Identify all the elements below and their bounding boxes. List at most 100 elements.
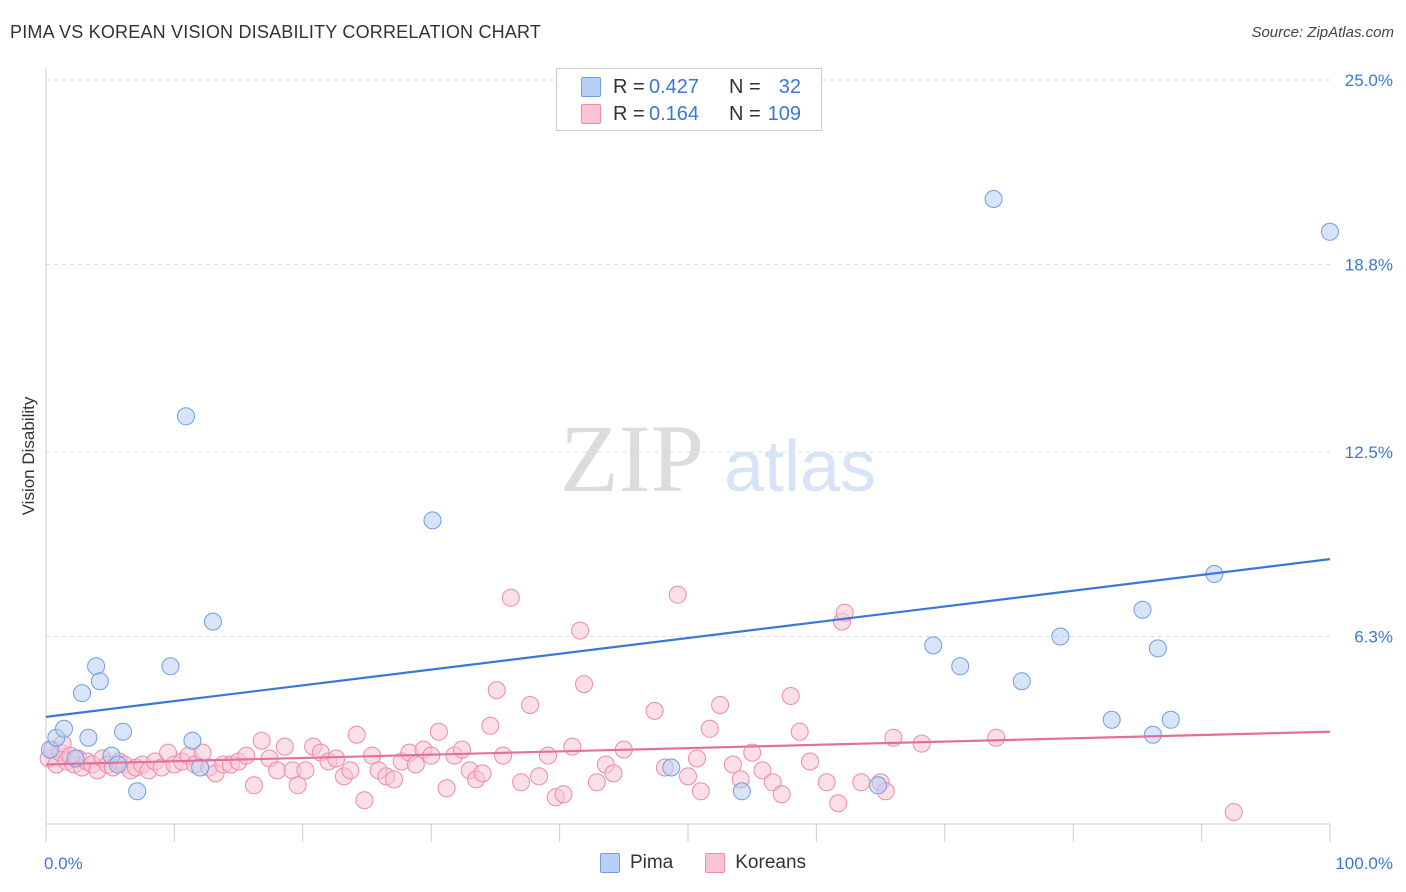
koreans-point: [252, 731, 271, 750]
axes: [45, 68, 1331, 842]
koreans-point: [406, 755, 425, 774]
y-tick-label: 25.0%: [1345, 71, 1393, 90]
pima-point: [203, 612, 222, 631]
koreans-point: [1224, 803, 1243, 822]
y-tick-label: 18.8%: [1345, 256, 1393, 275]
koreans-point: [829, 794, 848, 813]
koreans-point: [817, 773, 836, 792]
koreans-point: [645, 701, 664, 720]
pima-point: [191, 758, 210, 777]
koreans-point: [763, 773, 782, 792]
pima-point: [951, 657, 970, 676]
koreans-point: [530, 767, 549, 786]
legend-item-koreans[interactable]: Koreans: [705, 852, 806, 874]
pima-point: [423, 511, 442, 530]
koreans-point: [481, 716, 500, 735]
pima-point: [79, 728, 98, 747]
x-tick-label: 100.0%: [1335, 854, 1393, 873]
koreans-point: [521, 696, 540, 714]
koreans-point: [473, 764, 492, 783]
koreans-trend-line: [45, 730, 1331, 766]
correlation-legend: R = 0.427 N = 32 R = 0.164 N = 109: [556, 68, 822, 131]
pima-point: [73, 684, 91, 703]
pima-point: [1133, 600, 1152, 619]
legend-row-koreans: R = 0.164 N = 109: [581, 103, 801, 125]
legend-swatch-koreans: [581, 104, 601, 124]
koreans-point: [801, 752, 819, 771]
legend-row-pima: R = 0.427 N = 32: [581, 76, 801, 98]
koreans-point: [347, 725, 366, 744]
koreans-point: [587, 773, 606, 792]
legend-n-label: N =: [729, 75, 761, 98]
koreans-point: [512, 773, 531, 792]
koreans-point: [772, 785, 791, 804]
koreans-point: [327, 749, 346, 768]
koreans-point: [429, 722, 448, 741]
koreans-point: [245, 776, 263, 795]
x-tick-label: 0.0%: [44, 854, 83, 873]
pima-point: [869, 776, 887, 795]
pima-point: [128, 782, 147, 801]
chart-title: PIMA VS KOREAN VISION DISABILITY CORRELA…: [10, 22, 542, 42]
pima-point: [1148, 639, 1167, 658]
y-tick-label: 12.5%: [1345, 443, 1393, 462]
koreans-point: [385, 770, 403, 789]
koreans-point: [355, 791, 374, 810]
koreans-point: [501, 588, 520, 607]
koreans-point: [237, 746, 256, 765]
koreans-point: [571, 621, 590, 640]
pima-point: [1012, 672, 1031, 691]
pima-trend-line: [45, 558, 1331, 718]
koreans-point: [781, 687, 800, 705]
legend-r-label: R =: [613, 102, 645, 125]
koreans-point: [288, 776, 307, 795]
trend-lines: [45, 558, 1331, 766]
koreans-point: [835, 603, 854, 622]
koreans-point: [296, 761, 315, 780]
pima-point: [87, 657, 106, 676]
pima-point: [662, 758, 681, 777]
koreans-point: [494, 746, 513, 765]
pima-point: [108, 755, 127, 774]
koreans-point: [341, 761, 360, 780]
watermark-atlas: atlas: [724, 427, 876, 507]
legend-swatch-koreans: [705, 853, 726, 873]
pima-point: [55, 719, 73, 738]
series-legend: Pima Koreans: [0, 852, 1406, 874]
pima-point: [90, 672, 109, 691]
legend-item-pima[interactable]: Pima: [599, 852, 674, 874]
pima-point: [177, 407, 195, 426]
pima-point: [732, 782, 751, 801]
legend-n-value: 32: [778, 75, 801, 98]
pima-point: [1143, 725, 1162, 744]
legend-swatch-pima: [599, 853, 620, 873]
koreans-point: [711, 696, 730, 714]
koreans-point: [275, 737, 294, 756]
koreans-point: [539, 746, 557, 765]
legend-label-pima: Pima: [629, 852, 674, 873]
pima-point: [1102, 710, 1121, 729]
pima-point: [114, 722, 132, 741]
legend-r-value: 0.164: [649, 102, 700, 125]
koreans-point: [723, 755, 742, 774]
koreans-point: [790, 722, 809, 741]
legend-n-label: N =: [729, 102, 761, 125]
koreans-point: [691, 782, 710, 801]
koreans-point: [268, 761, 287, 780]
koreans-point: [688, 749, 706, 768]
koreans-point: [743, 743, 762, 762]
koreans-point: [575, 675, 593, 694]
koreans-point: [753, 761, 772, 780]
pima-point: [1321, 222, 1339, 241]
koreans-point: [604, 764, 623, 783]
koreans-point: [668, 585, 687, 604]
tick-labels: 6.3% 12.5% 18.8% 25.0% 0.0% 100.0%: [44, 71, 1393, 873]
legend-n-value: 109: [767, 102, 801, 125]
koreans-point: [487, 681, 506, 700]
pima-point: [924, 636, 943, 655]
pima-point: [161, 657, 180, 676]
koreans-point: [912, 734, 931, 753]
y-axis-label: Vision Disability: [19, 396, 38, 515]
koreans-point: [554, 785, 573, 804]
